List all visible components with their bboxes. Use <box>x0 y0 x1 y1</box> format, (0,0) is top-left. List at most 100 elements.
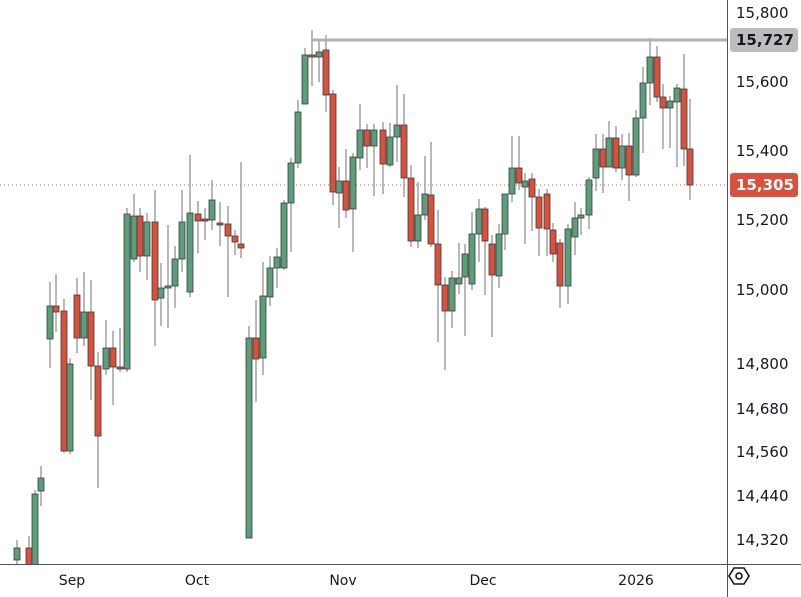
time-axis-label: Nov <box>329 573 357 589</box>
candle <box>13 540 21 564</box>
price-tick-label: 15,200 <box>736 211 789 229</box>
candle <box>646 38 654 105</box>
candle <box>335 167 343 228</box>
candle <box>605 121 613 168</box>
candle <box>322 35 330 112</box>
candle <box>632 110 640 177</box>
candle <box>216 202 224 246</box>
price-tick-label: 14,320 <box>736 531 789 549</box>
candle <box>495 224 503 288</box>
candle <box>231 230 239 255</box>
candle <box>370 124 378 196</box>
candle <box>475 199 483 262</box>
candle <box>143 213 151 280</box>
candle <box>549 223 557 262</box>
candle <box>618 134 626 180</box>
candle <box>448 271 456 328</box>
candle <box>673 84 681 167</box>
candle <box>164 225 172 328</box>
candle <box>123 208 131 372</box>
candle <box>488 235 496 337</box>
candle <box>87 280 95 400</box>
candle <box>393 85 401 162</box>
chart-plot-area[interactable] <box>0 0 727 564</box>
candle <box>407 165 415 247</box>
candle <box>130 194 138 262</box>
candle <box>577 208 585 235</box>
candle <box>666 96 674 148</box>
candle <box>543 189 551 256</box>
candle <box>400 94 408 197</box>
candle <box>535 189 543 256</box>
candle <box>585 177 593 229</box>
candle <box>287 158 295 252</box>
candle <box>686 99 694 200</box>
candle <box>273 248 281 288</box>
price-tick-label: 14,440 <box>736 487 789 505</box>
settings-hexagon-icon <box>728 567 750 585</box>
candle <box>653 46 661 102</box>
candle <box>60 299 68 453</box>
candle <box>25 536 33 564</box>
candle <box>224 206 232 297</box>
price-tick-label: 15,000 <box>736 281 789 299</box>
candle <box>515 136 523 190</box>
candle <box>414 182 422 248</box>
candle <box>481 207 489 295</box>
time-axis[interactable]: Sep Oct Nov Dec 2026 <box>0 564 727 597</box>
time-axis-label: Dec <box>469 573 497 589</box>
candle <box>151 190 159 346</box>
candle <box>363 124 371 168</box>
candle <box>266 256 274 306</box>
price-tick-label: 15,400 <box>736 142 789 160</box>
candle <box>461 244 469 336</box>
candle <box>612 126 620 172</box>
candle <box>521 173 529 244</box>
candle <box>434 210 442 342</box>
price-tick-label: 15,600 <box>736 73 789 91</box>
candle <box>252 300 260 402</box>
candle <box>571 202 579 255</box>
price-tick-label: 14,560 <box>736 443 789 461</box>
candle <box>245 326 253 539</box>
candle <box>508 136 516 202</box>
candle <box>52 274 60 332</box>
candle <box>421 156 429 220</box>
candle <box>564 224 572 304</box>
candle <box>659 84 667 149</box>
candle <box>237 162 245 258</box>
price-tick-label: 14,800 <box>736 355 789 373</box>
candle <box>102 320 110 375</box>
candle <box>73 278 81 353</box>
candle <box>66 358 74 454</box>
candle <box>329 90 337 205</box>
time-axis-label: 2026 <box>618 573 654 589</box>
candle <box>109 331 117 405</box>
candle <box>259 262 267 375</box>
chart-settings-button[interactable] <box>727 564 801 597</box>
candle <box>116 328 124 372</box>
resistance-price-label: 15,727 <box>730 28 798 52</box>
candle <box>315 39 323 82</box>
price-axis[interactable]: 15,800 15,600 15,400 15,200 15,000 14,800 14,6… <box>727 0 801 564</box>
candle <box>201 208 209 240</box>
price-tick-label: 15,800 <box>736 4 789 22</box>
candle <box>37 466 45 506</box>
candle <box>556 239 564 308</box>
candle <box>280 200 288 270</box>
candle <box>455 243 463 294</box>
candle <box>349 153 357 252</box>
candle <box>301 48 309 105</box>
candle <box>31 490 39 564</box>
candle <box>639 67 647 153</box>
candle <box>186 155 194 297</box>
candle <box>386 123 394 167</box>
candlestick-series <box>0 30 727 564</box>
candle <box>294 100 302 168</box>
candle <box>501 193 509 250</box>
candle <box>379 122 387 194</box>
candle <box>157 263 165 326</box>
candle <box>136 208 144 272</box>
candle <box>194 201 202 253</box>
candle <box>441 277 449 370</box>
